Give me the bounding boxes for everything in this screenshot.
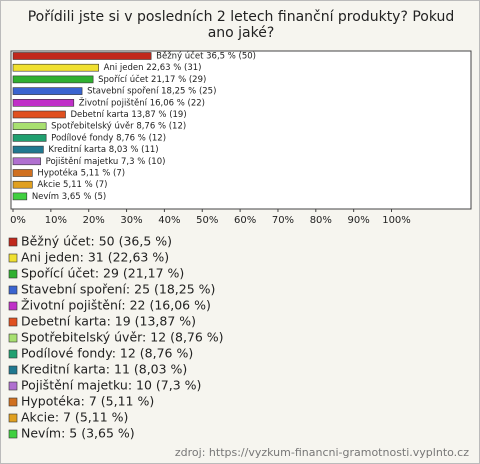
bar-label: Debetní karta 13,87 % (19) [70,110,186,120]
legend-swatch [8,397,18,407]
legend-label: Pojištění majetku: 10 (7,3 %) [21,378,201,393]
bar [12,110,66,119]
legend-swatch [8,269,18,279]
legend-label: Debetní karta: 19 (13,87 %) [21,314,196,329]
bar-label: Spotřebitelský úvěr 8,76 % (12) [51,122,186,132]
bar-label: Stavební spoření 18,25 % (25) [87,87,216,97]
x-tick-label: 10% [45,215,67,226]
x-tick-label: 90% [348,215,370,226]
bar-label: Nevím 3,65 % (5) [32,192,106,202]
bar [12,157,41,166]
x-tick-label: 70% [272,215,294,226]
x-tick-label: 60% [234,215,256,226]
bar [12,87,83,95]
legend-label: Hypotéka: 7 (5,11 %) [21,394,154,409]
x-tick-label: 100% [382,215,411,226]
legend-swatch [8,413,18,423]
legend-swatch [8,349,18,359]
bar-label: Pojištění majetku 7,3 % (10) [46,156,166,167]
legend-swatch [8,333,18,343]
bar [12,75,94,84]
bar-label: Hypotéka 5,11 % (7) [37,168,125,179]
x-tick-label: 20% [83,215,105,226]
bar [12,192,28,201]
legend-swatch [8,317,18,327]
bar [12,122,47,130]
legend-swatch [8,285,18,295]
legend-swatch [8,365,18,375]
legend-label: Spořící účet: 29 (21,17 %) [21,266,184,281]
bar [12,52,152,60]
x-tick-label: 30% [120,215,142,226]
bar-label: Spořící účet 21,17 % (29) [98,74,206,85]
chart-title: Pořídili jste si v posledních 2 letech f… [27,9,455,41]
bar-label: Běžný účet 36,5 % (50) [156,51,256,62]
bar [12,134,47,142]
legend-label: Běžný účet: 50 (36,5 %) [21,234,172,249]
legend-label: Podílové fondy: 12 (8,76 %) [21,346,193,361]
legend-label: Ani jeden: 31 (22,63 %) [21,250,169,265]
bar-label: Podílové fondy 8,76 % (12) [51,132,166,143]
bar [12,63,99,72]
legend-swatch [8,253,18,263]
x-tick-label: 0% [10,215,26,226]
legend-label: Akcie: 7 (5,11 %) [21,410,128,425]
legend-swatch [8,381,18,391]
bar [12,169,33,177]
bar-label: Kreditní karta 8,03 % (11) [48,145,158,155]
source: zdroj: https://vyzkum-financni-gramotnos… [175,446,469,459]
bar-label: Akcie 5,11 % (7) [37,180,107,190]
legend-label: Spotřebitelský úvěr: 12 (8,76 %) [21,330,224,345]
legend-label: Kreditní karta: 11 (8,03 %) [21,362,187,377]
legend-label: Stavební spoření: 25 (18,25 %) [21,282,215,297]
x-tick-label: 40% [158,215,180,226]
bar [12,99,75,107]
bar-label: Životní pojištění 16,06 % (22) [79,96,205,108]
legend-swatch [8,237,18,247]
legend-swatch [8,301,18,311]
bar [12,145,44,154]
legend-swatch [8,429,18,439]
legend-label: Životní pojištění: 22 (16,06 %) [21,298,211,313]
bar-label: Ani jeden 22,63 % (31) [104,63,202,73]
legend-label: Nevím: 5 (3,65 %) [21,426,135,441]
bar [12,180,33,189]
x-tick-label: 50% [196,215,218,226]
x-tick-label: 80% [310,215,332,226]
